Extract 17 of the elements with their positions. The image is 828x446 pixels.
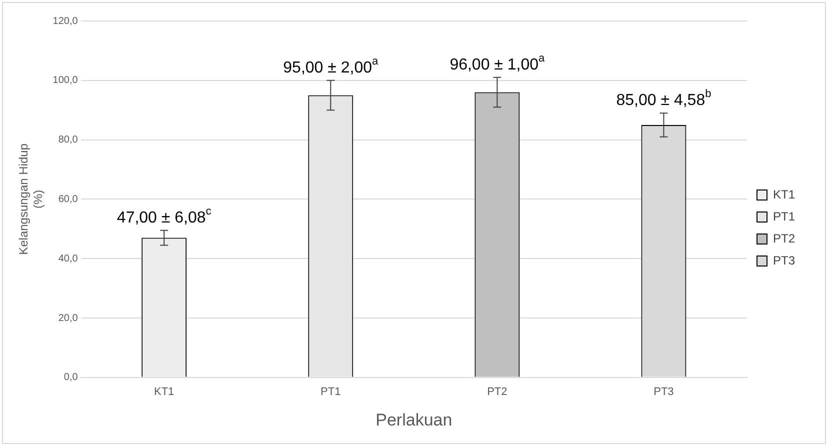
y-tick-label: 100,0 [52,75,78,86]
x-tick-label: KT1 [154,386,174,398]
y-tick-label: 120,0 [52,16,78,27]
x-tick-label: PT1 [320,386,341,398]
y-tick-label: 0,0 [64,372,78,384]
legend-label: PT3 [772,253,796,268]
y-tick-label: 20,0 [58,312,78,324]
legend-label: KT1 [772,187,796,202]
x-tick-label: PT3 [654,386,674,398]
y-tick-label: 60,0 [58,194,78,205]
x-axis-title: Perlakuan [376,410,452,430]
x-tick-label: PT2 [487,386,508,398]
y-axis-title: Kelangsungan Hidup (%) [16,143,45,255]
y-tick-label: 40,0 [58,253,78,264]
y-tick-label: 80,0 [58,134,78,146]
legend-label: PT2 [772,231,796,246]
legend-label: PT1 [772,209,796,224]
